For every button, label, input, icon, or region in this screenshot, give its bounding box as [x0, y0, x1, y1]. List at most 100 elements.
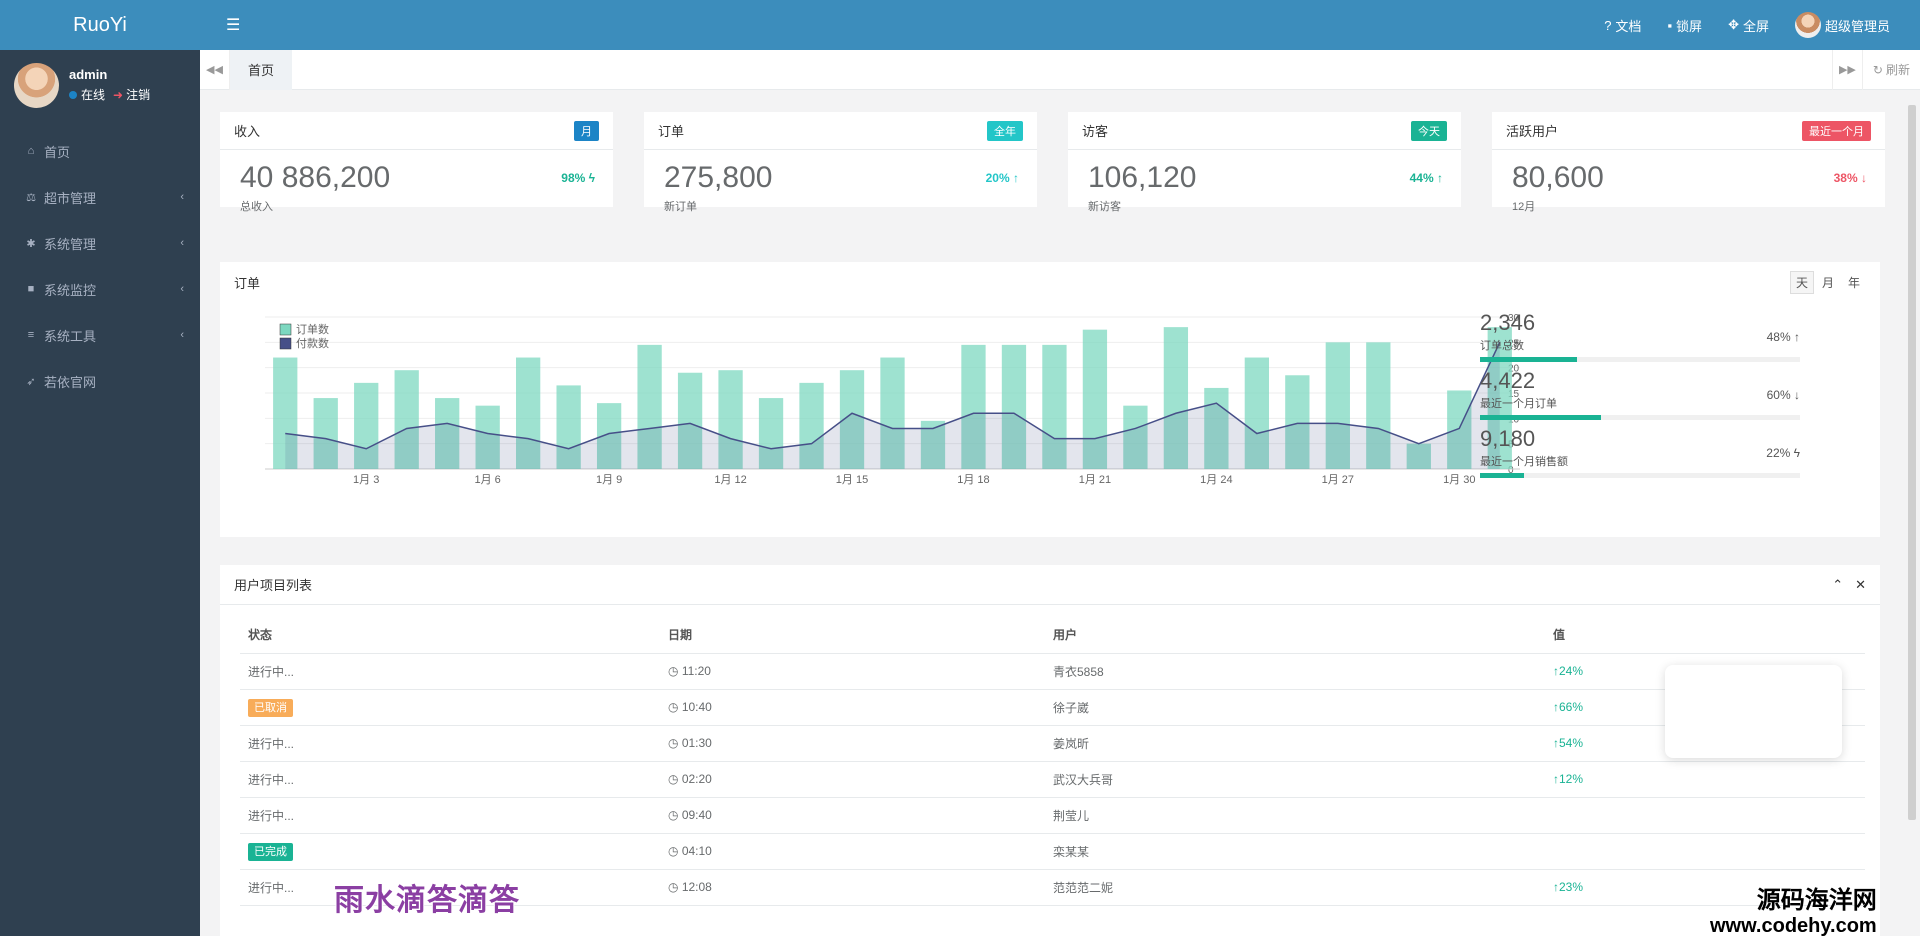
x-tick-label: 1月 18 — [957, 474, 989, 486]
stat-percent: 38% ↓ — [1834, 171, 1867, 185]
sidebar-item-3[interactable]: ■ 系统监控 ‹ — [0, 266, 200, 312]
stat-card: 订单 全年 275,800 新订单 20% ↑ — [644, 112, 1037, 213]
collapse-icon[interactable]: ⌃ — [1832, 576, 1844, 592]
sidebar-item-4[interactable]: ≡ 系统工具 ‹ — [0, 312, 200, 358]
tab-scroll-left-icon[interactable]: ◀◀ — [200, 49, 230, 90]
range-button[interactable]: 月 — [1821, 275, 1834, 290]
menu-toggle-icon[interactable]: ☰ — [226, 17, 241, 34]
summary-value: 9,180 — [1480, 426, 1536, 451]
user-cell: 姜岚昕 — [1045, 725, 1545, 762]
bar — [556, 385, 581, 469]
legend-swatch — [279, 323, 292, 336]
bar — [1366, 342, 1391, 469]
y-tick-label: 25 — [1508, 338, 1520, 349]
clock-icon: ◷ — [668, 700, 682, 714]
clock-icon: ◷ — [668, 772, 682, 786]
summary-percent-value: 22% — [1766, 446, 1791, 460]
area-line — [285, 342, 1501, 450]
sidebar: RuoYi admin 在线 ➜ 注销 ⌂ 首页 ⚖ 超市管理 ‹ ✱ 系统管理 ‹ ■ 系统监控 ‹… — [0, 0, 200, 936]
summary-progress — [1480, 357, 1800, 362]
lock-label: 锁屏 — [1676, 18, 1703, 34]
bar — [758, 398, 784, 469]
online-status: 在线 — [69, 86, 105, 103]
tab-scroll-right-icon[interactable]: ▶▶ — [1831, 49, 1862, 90]
tabs-bar: ◀◀ 首页 ▶▶ ↻ 刷新 — [200, 49, 1920, 90]
sidebar-item-2[interactable]: ✱ 系统管理 ‹ — [0, 220, 200, 266]
summary-progress-fill — [1480, 473, 1525, 478]
date-cell: ◷ 10:40 — [660, 689, 1045, 726]
trend-icon: ↑ — [1433, 171, 1443, 185]
sidebar-item-label: 超市管理 — [44, 190, 97, 206]
date-value: 11:20 — [681, 664, 711, 678]
date-value: 10:40 — [681, 700, 712, 714]
fullscreen-link[interactable]: ✥ 全屏 — [1728, 16, 1769, 35]
date-cell: ◷ 11:20 — [660, 653, 1045, 690]
legend-label: 付款数 — [296, 336, 329, 350]
range-button[interactable]: 年 — [1847, 275, 1860, 290]
table-row[interactable]: 已取消 ◷ 10:40 徐子崴 ↑66% — [240, 689, 1865, 726]
popup-card — [1665, 665, 1842, 758]
bar — [637, 344, 662, 469]
sidebar-item-1[interactable]: ⚖ 超市管理 ‹ — [0, 174, 200, 220]
status-badge: 已完成 — [248, 843, 293, 861]
bar — [677, 372, 703, 469]
date-value: 02:20 — [681, 772, 712, 786]
stat-badge: 最近一个月 — [1802, 120, 1871, 141]
user-cell: 青衣5858 — [1045, 653, 1545, 690]
table-row[interactable]: 进行中... ◷ 11:20 青衣5858 ↑24% — [240, 653, 1865, 690]
x-tick-label: 1月 15 — [836, 474, 868, 486]
panel-title: 用户项目列表 — [234, 578, 313, 593]
column-header[interactable]: 状态 — [240, 617, 660, 654]
avatar[interactable] — [14, 62, 59, 108]
close-icon[interactable]: ✕ — [1855, 576, 1866, 592]
logout-link[interactable]: ➜ 注销 — [113, 86, 150, 103]
online-label: 在线 — [81, 88, 106, 102]
stat-title: 收入 — [234, 124, 261, 139]
status-cell: 进行中... — [240, 869, 660, 906]
stat-value: 40 886,200 — [240, 161, 391, 194]
lock-screen-link[interactable]: ▪ 锁屏 — [1667, 16, 1702, 35]
account-menu[interactable]: 超级管理员 — [1794, 12, 1890, 38]
date-cell: ◷ 02:20 — [660, 761, 1045, 798]
summary-item: 4,422 最近一个月订单 60% ↓ — [1480, 370, 1800, 420]
sidebar-menu: ⌂ 首页 ⚖ 超市管理 ‹ ✱ 系统管理 ‹ ■ 系统监控 ‹ ≡ 系统工具 ‹ ➶ 若依官网 — [0, 128, 200, 404]
stat-title: 访客 — [1082, 124, 1109, 139]
docs-link[interactable]: ? 文档 — [1604, 16, 1641, 35]
scrollbar[interactable] — [1908, 105, 1916, 820]
sidebar-item-0[interactable]: ⌂ 首页 — [0, 128, 200, 174]
stat-badge: 今天 — [1411, 120, 1447, 141]
table-row[interactable]: 进行中... ◷ 01:30 姜岚昕 ↑54% — [240, 725, 1865, 762]
clock-icon: ◷ — [668, 736, 682, 750]
table-row[interactable]: 进行中... ◷ 02:20 武汉大兵哥 ↑12% — [240, 761, 1865, 798]
stat-percent: 20% ↑ — [986, 171, 1019, 185]
stat-percent-value: 38% — [1833, 171, 1858, 185]
column-header[interactable]: 日期 — [660, 617, 1045, 654]
value-text: 54% — [1559, 736, 1584, 750]
stat-badge: 月 — [574, 120, 599, 141]
legend-label: 订单数 — [296, 323, 329, 336]
stat-value: 106,120 — [1088, 161, 1197, 194]
refresh-button[interactable]: ↻ 刷新 — [1861, 49, 1920, 90]
bar — [1082, 329, 1108, 469]
status-text: 进行中... — [248, 736, 295, 751]
bar — [1001, 344, 1027, 469]
main-content: 收入月 40 886,200 总收入 98% ϟ 订单 全年 275,800 新订单 20% ↑… — [200, 90, 1920, 936]
stat-percent: 44% ↑ — [1410, 171, 1443, 185]
table-row[interactable]: 进行中... ◷ 09:40 荆莹儿 — [240, 797, 1865, 834]
brand-logo[interactable]: RuoYi — [0, 0, 200, 50]
status-cell: 进行中... — [240, 725, 660, 762]
summary-value: 2,346 — [1480, 310, 1536, 335]
sidebar-item-5[interactable]: ➶ 若依官网 — [0, 358, 200, 404]
trend-icon: ϟ — [585, 171, 595, 185]
table-row[interactable]: 已完成 ◷ 04:10 栾某某 — [240, 833, 1865, 870]
trend-icon: ↑ — [1009, 171, 1019, 185]
range-button[interactable]: 天 — [1789, 270, 1814, 294]
user-cell: 范范范二妮 — [1045, 869, 1545, 906]
column-header[interactable]: 用户 — [1045, 617, 1545, 654]
value-cell: ↑12% — [1545, 761, 1865, 798]
column-header[interactable]: 值 — [1545, 617, 1865, 654]
table-row[interactable]: 进行中... ◷ 12:08 范范范二妮 ↑23% — [240, 869, 1865, 906]
tab-home[interactable]: 首页 — [230, 49, 293, 90]
date-value: 12:08 — [681, 880, 712, 894]
